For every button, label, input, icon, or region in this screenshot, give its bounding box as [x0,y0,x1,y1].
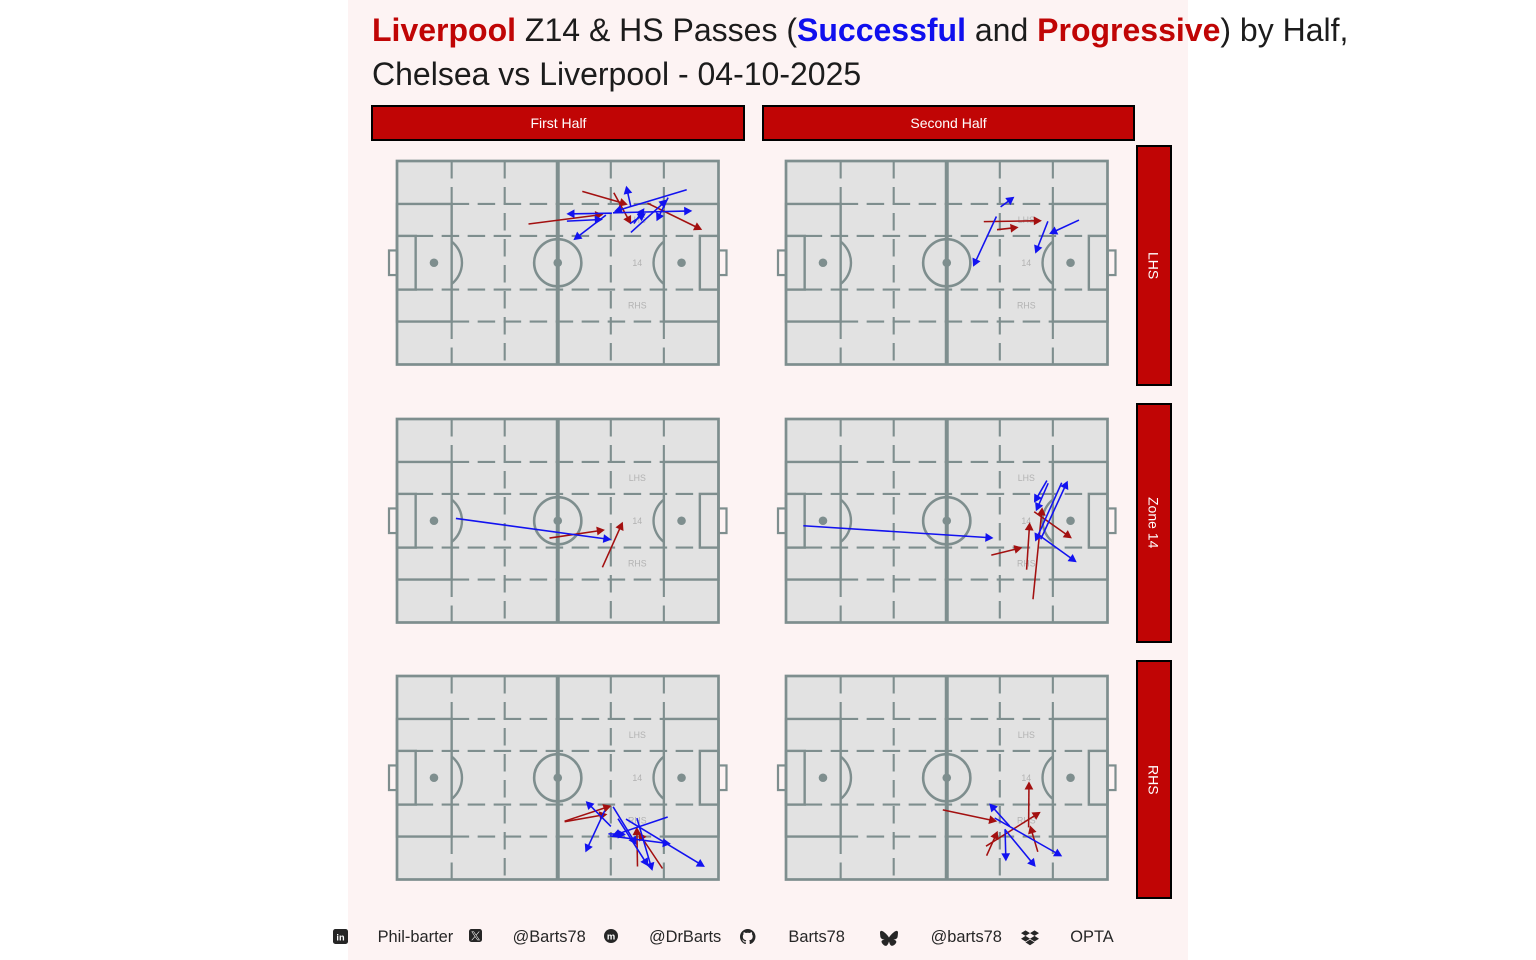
svg-text:14: 14 [1022,773,1032,783]
svg-text:LHS: LHS [629,215,646,225]
svg-text:m: m [607,931,615,942]
svg-text:14: 14 [633,258,643,268]
svg-text:14: 14 [633,773,643,783]
svg-text:LHS: LHS [629,473,646,483]
svg-text:RHS: RHS [628,301,647,311]
svg-text:LHS: LHS [1018,730,1035,740]
svg-text:RHS: RHS [1017,301,1036,311]
svg-text:LHS: LHS [1018,473,1035,483]
svg-text:14: 14 [1022,258,1032,268]
svg-text:RHS: RHS [628,558,647,568]
svg-text:14: 14 [633,516,643,526]
svg-text:14: 14 [1022,516,1032,526]
svg-text:in: in [336,932,345,942]
svg-text:LHS: LHS [629,730,646,740]
svg-text:LHS: LHS [1018,215,1035,225]
